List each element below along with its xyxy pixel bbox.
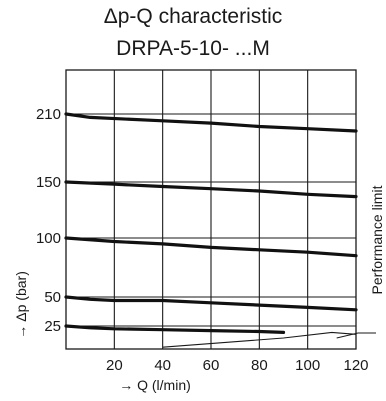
chart-subtitle: DRPA-5-10- ...M	[116, 37, 270, 60]
series-line	[64, 295, 358, 312]
performance-limit-label: Performance limit	[369, 185, 385, 294]
series-line	[64, 236, 358, 258]
performance-limit	[162, 331, 376, 348]
x-axis-label: → Q (l/min)	[119, 377, 191, 393]
plot-frame	[65, 69, 357, 350]
x-tick-label: 40	[154, 357, 171, 374]
performance-limit-line	[162, 331, 357, 348]
series-line	[64, 324, 286, 334]
x-tick-label: 20	[106, 357, 123, 374]
y-tick-label: 210	[36, 106, 61, 123]
grid	[66, 70, 356, 349]
x-tick-label: 80	[251, 357, 268, 374]
series-line	[64, 112, 358, 133]
x-axis-ticks: 20 40 60 80 100 120	[106, 357, 369, 374]
x-tick-label: 120	[343, 357, 368, 374]
y-axis-label: → Δp (bar)	[13, 271, 29, 339]
series-line	[64, 180, 358, 199]
y-tick-label: 25	[44, 318, 61, 335]
x-tick-label: 100	[295, 357, 320, 374]
series-group	[64, 112, 358, 334]
y-tick-label: 50	[44, 289, 61, 306]
y-tick-label: 100	[36, 230, 61, 247]
performance-limit-leader	[336, 332, 376, 339]
chart-title: Δp-Q characteristic	[103, 5, 283, 28]
y-axis-ticks: 25 50 100 150 210	[36, 106, 61, 335]
x-tick-label: 60	[203, 357, 220, 374]
y-tick-label: 150	[36, 174, 61, 191]
